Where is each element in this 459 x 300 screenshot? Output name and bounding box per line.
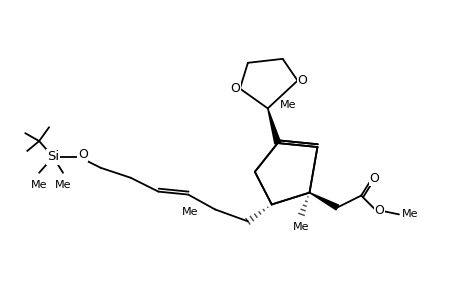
Text: O: O	[373, 204, 383, 217]
Polygon shape	[267, 108, 280, 144]
Text: O: O	[369, 172, 378, 185]
Text: Me: Me	[279, 100, 296, 110]
Text: O: O	[78, 148, 88, 161]
Text: Si: Si	[47, 150, 59, 164]
Text: O: O	[297, 74, 307, 87]
Text: Me: Me	[31, 180, 47, 190]
Text: Me: Me	[182, 208, 198, 218]
Polygon shape	[309, 193, 338, 210]
Text: Me: Me	[55, 180, 71, 190]
Text: O: O	[230, 82, 240, 95]
Text: Me: Me	[401, 209, 418, 219]
Text: Me: Me	[293, 222, 309, 232]
